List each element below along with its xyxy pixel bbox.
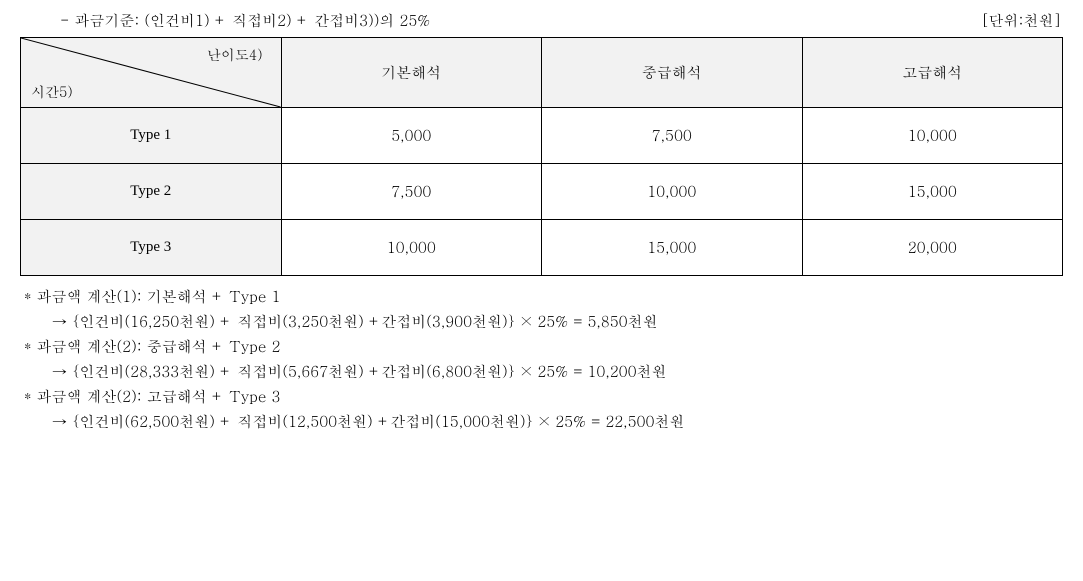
table-row: Type 1 5,000 7,500 10,000 (21, 108, 1063, 164)
row-label: Type 2 (21, 164, 282, 220)
diag-bottom-label: 시간5) (31, 81, 73, 101)
table-cell: 10,000 (542, 164, 803, 220)
note-sub: → {인건비(16,250천원) + 직접비(3,250천원) +간접비(3,9… (52, 311, 1063, 332)
table-row: Type 2 7,500 10,000 15,000 (21, 164, 1063, 220)
row-label: Type 1 (21, 108, 282, 164)
table-cell: 7,500 (542, 108, 803, 164)
pricing-table: 난이도4) 시간5) 기본해석 중급해석 고급해석 Type 1 5,000 7… (20, 37, 1063, 276)
table-cell: 20,000 (802, 220, 1063, 276)
diagonal-header-cell: 난이도4) 시간5) (21, 38, 282, 108)
col-header: 고급해석 (802, 38, 1063, 108)
header-row: - 과금기준: (인건비1) + 직접비2) + 간접비3))의 25% [단위… (20, 10, 1063, 31)
note-main: * 과금액 계산(2): 고급해석 + Type 3 (24, 386, 1063, 407)
col-header: 기본해석 (281, 38, 542, 108)
table-cell: 10,000 (802, 108, 1063, 164)
table-cell: 7,500 (281, 164, 542, 220)
table-header-row: 난이도4) 시간5) 기본해석 중급해석 고급해석 (21, 38, 1063, 108)
notes-section: * 과금액 계산(1): 기본해석 + Type 1 → {인건비(16,250… (20, 286, 1063, 432)
header-right: [단위:천원] (981, 10, 1061, 31)
table-row: Type 3 10,000 15,000 20,000 (21, 220, 1063, 276)
note-sub: → {인건비(28,333천원) + 직접비(5,667천원) +간접비(6,8… (52, 361, 1063, 382)
note-main: * 과금액 계산(2): 중급해석 + Type 2 (24, 336, 1063, 357)
table-cell: 15,000 (542, 220, 803, 276)
table-cell: 5,000 (281, 108, 542, 164)
table-cell: 15,000 (802, 164, 1063, 220)
header-left: - 과금기준: (인건비1) + 직접비2) + 간접비3))의 25% (60, 10, 430, 31)
table-cell: 10,000 (281, 220, 542, 276)
col-header: 중급해석 (542, 38, 803, 108)
note-sub: → {인건비(62,500천원) + 직접비(12,500천원) +간접비(15… (52, 411, 1063, 432)
row-label: Type 3 (21, 220, 282, 276)
diag-top-label: 난이도4) (207, 44, 263, 64)
note-main: * 과금액 계산(1): 기본해석 + Type 1 (24, 286, 1063, 307)
